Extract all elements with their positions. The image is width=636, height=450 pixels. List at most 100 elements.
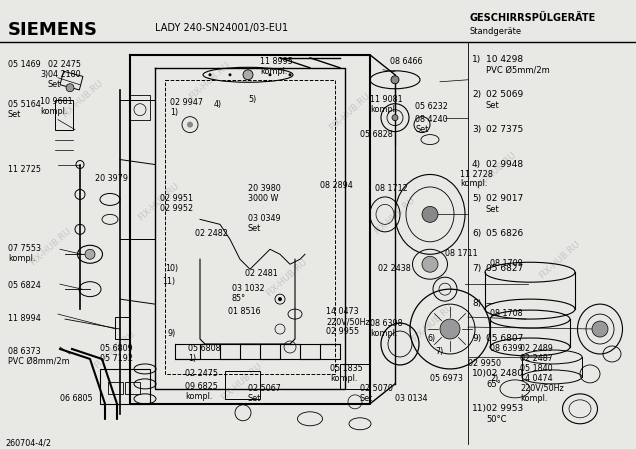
Text: 02 5070: 02 5070 — [360, 384, 393, 393]
Text: 08 2894: 08 2894 — [320, 181, 353, 190]
Text: 08 1711: 08 1711 — [445, 249, 478, 258]
Text: 02 5067: 02 5067 — [248, 384, 281, 393]
Text: 05 6828: 05 6828 — [360, 130, 393, 139]
Text: 07 7553: 07 7553 — [8, 244, 41, 253]
Text: kompl.: kompl. — [8, 254, 36, 263]
Text: kompl.: kompl. — [370, 105, 398, 114]
Circle shape — [187, 122, 193, 128]
Text: 85°: 85° — [232, 294, 246, 303]
Text: 08 1712: 08 1712 — [375, 184, 408, 194]
Circle shape — [440, 319, 460, 339]
Text: 05 6809: 05 6809 — [100, 344, 133, 353]
Text: 10 4298: 10 4298 — [486, 55, 523, 64]
Text: 8): 8) — [472, 299, 481, 308]
Text: 05 6826: 05 6826 — [486, 230, 523, 238]
Text: 02 9951: 02 9951 — [160, 194, 193, 203]
Text: 05 6808: 05 6808 — [188, 344, 221, 353]
Text: 260704-4/2: 260704-4/2 — [5, 439, 51, 448]
Text: 9): 9) — [168, 329, 176, 338]
Circle shape — [289, 73, 291, 77]
Text: 2): 2) — [490, 374, 498, 383]
Text: 02 7375: 02 7375 — [486, 125, 523, 134]
Text: 05 1469: 05 1469 — [8, 60, 41, 69]
Bar — [55, 100, 73, 130]
Text: —: — — [486, 299, 495, 308]
Text: LADY 240-SN24001/03-EU1: LADY 240-SN24001/03-EU1 — [155, 23, 288, 33]
Text: FIX-HUB.RU: FIX-HUB.RU — [188, 60, 232, 101]
Text: Set: Set — [486, 101, 500, 110]
Text: 08 6398: 08 6398 — [370, 319, 403, 328]
Text: 2): 2) — [472, 90, 481, 99]
Text: 11 8994: 11 8994 — [8, 314, 41, 323]
Text: Set: Set — [8, 110, 21, 119]
Text: FIX-HUB.RU: FIX-HUB.RU — [29, 226, 73, 267]
Text: 05 7192: 05 7192 — [100, 354, 133, 363]
Text: 5): 5) — [248, 95, 256, 104]
Text: 02 9955: 02 9955 — [326, 327, 359, 336]
Text: 4): 4) — [472, 160, 481, 169]
Text: 11 8995: 11 8995 — [260, 57, 293, 66]
Circle shape — [85, 249, 95, 259]
Text: 08 6466: 08 6466 — [390, 57, 422, 66]
Text: 3000 W: 3000 W — [248, 194, 279, 203]
Text: 05 6824: 05 6824 — [8, 281, 41, 290]
Text: FIX-HUB.RU: FIX-HUB.RU — [137, 181, 181, 223]
Text: 02 2438: 02 2438 — [378, 264, 411, 273]
Circle shape — [209, 73, 212, 77]
Circle shape — [228, 73, 232, 77]
Text: 02 9948: 02 9948 — [486, 160, 523, 169]
Bar — [100, 369, 150, 404]
Text: FIX-HUB.RU: FIX-HUB.RU — [92, 329, 137, 371]
Text: PVC Ø8mm/2m: PVC Ø8mm/2m — [8, 357, 69, 366]
Circle shape — [592, 321, 608, 337]
Bar — [130, 95, 150, 120]
Text: 08 1708: 08 1708 — [490, 309, 523, 318]
Text: 02 2480: 02 2480 — [486, 369, 523, 378]
Text: 02 9952: 02 9952 — [160, 204, 193, 213]
Text: kompl.: kompl. — [460, 180, 487, 189]
Text: 10): 10) — [165, 264, 178, 273]
Bar — [340, 364, 370, 389]
Text: 220V/50Hz: 220V/50Hz — [520, 384, 563, 393]
Text: 11): 11) — [472, 404, 487, 413]
Text: 6): 6) — [428, 334, 436, 343]
Text: 14 0474: 14 0474 — [520, 374, 553, 383]
Text: 20 3980: 20 3980 — [248, 184, 280, 194]
Text: Set: Set — [248, 225, 261, 234]
Text: 7): 7) — [472, 264, 481, 273]
Text: 1): 1) — [170, 108, 178, 117]
Text: 02 9017: 02 9017 — [486, 194, 523, 203]
Text: 05 6827: 05 6827 — [486, 264, 523, 273]
Text: 20 3979: 20 3979 — [95, 175, 128, 184]
Text: 08 6399: 08 6399 — [490, 344, 523, 353]
Text: 08 4240: 08 4240 — [415, 115, 448, 124]
Text: 02 2489: 02 2489 — [520, 344, 553, 353]
Text: 11 2728: 11 2728 — [460, 170, 493, 179]
Text: FIX-HUB.RU: FIX-HUB.RU — [60, 78, 105, 119]
Text: Set: Set — [360, 394, 373, 403]
Text: kompl.: kompl. — [330, 374, 357, 383]
Text: 09 6825: 09 6825 — [185, 382, 218, 391]
Text: GESCHIRRSPÜLGERÄTE: GESCHIRRSPÜLGERÄTE — [470, 13, 597, 23]
Text: 02 9950: 02 9950 — [468, 359, 501, 368]
Text: kompl.: kompl. — [520, 394, 548, 403]
Text: 4): 4) — [214, 100, 222, 109]
Text: FIX-HUB.RU: FIX-HUB.RU — [372, 195, 417, 236]
Text: Set: Set — [48, 80, 61, 89]
Text: 11 2725: 11 2725 — [8, 165, 41, 174]
Text: 10): 10) — [472, 369, 487, 378]
Circle shape — [392, 115, 398, 121]
Text: 3): 3) — [40, 70, 48, 79]
Text: 05 6807: 05 6807 — [486, 334, 523, 343]
Text: 65°: 65° — [486, 380, 501, 389]
Text: 05 5164: 05 5164 — [8, 100, 41, 109]
Text: 02 2481: 02 2481 — [245, 269, 278, 278]
Circle shape — [422, 207, 438, 222]
Bar — [125, 382, 140, 394]
Text: 02 2482: 02 2482 — [195, 230, 228, 238]
Text: 02 2475: 02 2475 — [48, 60, 81, 69]
Bar — [225, 371, 260, 399]
Text: 08 6373: 08 6373 — [8, 347, 41, 356]
Text: 11): 11) — [162, 277, 175, 286]
Text: 05 1835: 05 1835 — [330, 364, 363, 373]
